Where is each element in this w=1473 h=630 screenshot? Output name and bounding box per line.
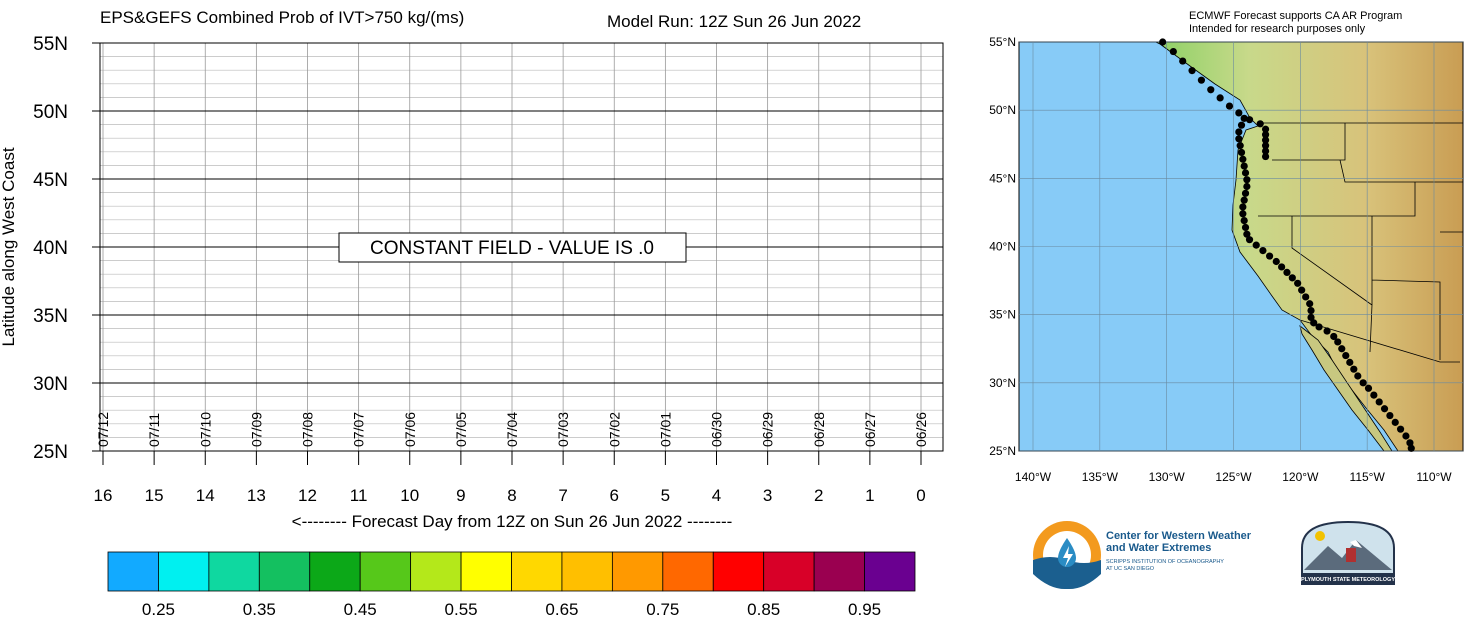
- x-axis-label: <-------- Forecast Day from 12Z on Sun 2…: [292, 512, 733, 531]
- x-tick-label: 9: [456, 486, 465, 505]
- colorbar-label: 0.55: [445, 600, 478, 619]
- date-tick-label: 07/12: [95, 412, 111, 447]
- cw3e-logo: [1033, 521, 1101, 590]
- x-tick-label: 7: [558, 486, 567, 505]
- colorbar-swatch: [662, 551, 714, 592]
- cw3e-line2: and Water Extremes: [1106, 542, 1212, 554]
- y-axis-ticks: 55N 50N 45N 40N 35N 30N 25N: [33, 34, 68, 463]
- cw3e-line1: Center for Western Weather: [1106, 530, 1252, 542]
- y-tick-label: 40N: [33, 238, 68, 259]
- colorbar-label: 0.25: [142, 600, 175, 619]
- date-tick-label: 06/29: [760, 412, 776, 447]
- colorbar-label: 0.85: [747, 600, 780, 619]
- x-tick-label: 0: [916, 486, 925, 505]
- x-tick-label: 4: [712, 486, 721, 505]
- date-tick-label: 07/08: [300, 412, 316, 447]
- date-tick-label: 06/27: [862, 412, 878, 447]
- constant-field-text: CONSTANT FIELD - VALUE IS .0: [370, 238, 654, 259]
- map-note-line1: ECMWF Forecast supports CA AR Program: [1189, 10, 1403, 22]
- cw3e-sub1: SCRIPPS INSTITUTION OF OCEANOGRAPHY: [1106, 559, 1224, 565]
- chart-title: EPS&GEFS Combined Prob of IVT>750 kg/(ms…: [100, 8, 465, 27]
- date-tick-label: 07/03: [555, 412, 571, 447]
- x-tick-label: 2: [814, 486, 823, 505]
- date-tick-label: 07/06: [402, 412, 418, 447]
- y-axis-label: Latitude along West Coast: [0, 147, 18, 346]
- x-tick-label: 1: [865, 486, 874, 505]
- map-note: ECMWF Forecast supports CA AR Program In…: [1189, 10, 1402, 36]
- date-tick-label: 07/10: [197, 412, 213, 447]
- y-tick-label: 25N: [33, 442, 68, 463]
- colorbar-swatch: [511, 551, 563, 592]
- y-tick-label: 45N: [33, 170, 68, 191]
- y-tick-label: 30N: [33, 374, 68, 395]
- y-tick-label: 50N: [33, 102, 68, 123]
- colorbar-swatch: [158, 551, 210, 592]
- date-tick-label: 06/30: [709, 412, 725, 447]
- colorbar-swatch: [309, 551, 361, 592]
- x-tick-label: 5: [661, 486, 670, 505]
- plymouth-logo-text: PLYMOUTH STATE METEOROLOGY: [1301, 577, 1395, 583]
- model-run-label: Model Run: 12Z Sun 26 Jun 2022: [607, 12, 862, 31]
- colorbar-label: 0.45: [344, 600, 377, 619]
- date-tick-label: 07/11: [146, 413, 162, 447]
- date-tick-label: 07/02: [606, 412, 622, 447]
- plymouth-state-logo: PLYMOUTH STATE METEOROLOGY: [1301, 520, 1395, 585]
- colorbar-swatch: [410, 551, 462, 592]
- colorbar-swatch: [460, 551, 512, 592]
- colorbar-swatch: [813, 551, 865, 592]
- plot-frame: [99, 42, 944, 452]
- map-note-line2: Intended for research purposes only: [1189, 23, 1366, 35]
- x-tick-label: 15: [145, 486, 164, 505]
- colorbar-swatch: [107, 551, 159, 592]
- x-tick-label: 10: [400, 486, 419, 505]
- colorbar-swatch: [258, 551, 311, 592]
- cw3e-logo-subtext: SCRIPPS INSTITUTION OF OCEANOGRAPHY AT U…: [1106, 559, 1224, 573]
- x-tick-label: 6: [610, 486, 619, 505]
- x-tick-label: 11: [350, 486, 368, 505]
- cw3e-sub2: AT UC SAN DIEGO: [1106, 566, 1155, 572]
- colorbar-swatch: [712, 551, 765, 592]
- colorbar-labels: 0.25 0.35 0.45 0.55 0.65 0.75 0.85 0.95: [142, 600, 881, 619]
- date-tick-label: 07/07: [351, 412, 367, 447]
- date-tick-label: 07/01: [657, 412, 673, 447]
- x-tick-label: 3: [763, 486, 772, 505]
- colorbar-label: 0.75: [646, 600, 679, 619]
- x-tick-label: 13: [247, 486, 266, 505]
- date-tick-label: 07/05: [453, 412, 469, 447]
- colorbar-swatch: [763, 551, 815, 592]
- date-tick-label: 06/28: [811, 412, 827, 447]
- x-tick-label: 12: [298, 486, 317, 505]
- date-tick-label: 07/09: [248, 412, 264, 447]
- colorbar-swatch: [561, 551, 613, 592]
- colorbar-swatch: [864, 551, 916, 592]
- colorbar-label: 0.95: [848, 600, 881, 619]
- colorbar-label: 0.35: [243, 600, 276, 619]
- x-tick-label: 8: [507, 486, 516, 505]
- colorbar-swatch: [208, 551, 260, 592]
- y-tick-label: 35N: [33, 306, 68, 327]
- x-tick-label: 16: [94, 486, 113, 505]
- colorbar-swatch: [611, 551, 664, 592]
- date-tick-label: 06/26: [913, 412, 929, 447]
- date-tick-label: 07/04: [504, 412, 520, 447]
- cw3e-logo-text: Center for Western Weather and Water Ext…: [1106, 530, 1251, 554]
- colorbar-swatch: [359, 551, 412, 592]
- x-axis-ticks: 16 15 14 13 12 11 10 9 8 7 6 5 4 3 2 1 0: [94, 451, 926, 505]
- date-tick-labels: 07/12 07/11 07/10 07/09 07/08 07/07 07/06 07/05…: [95, 412, 929, 447]
- colorbar: [107, 551, 916, 592]
- y-tick-label: 55N: [33, 34, 68, 55]
- colorbar-label: 0.65: [545, 600, 578, 619]
- x-tick-label: 14: [196, 486, 215, 505]
- constant-field-annotation: CONSTANT FIELD - VALUE IS .0: [338, 232, 687, 263]
